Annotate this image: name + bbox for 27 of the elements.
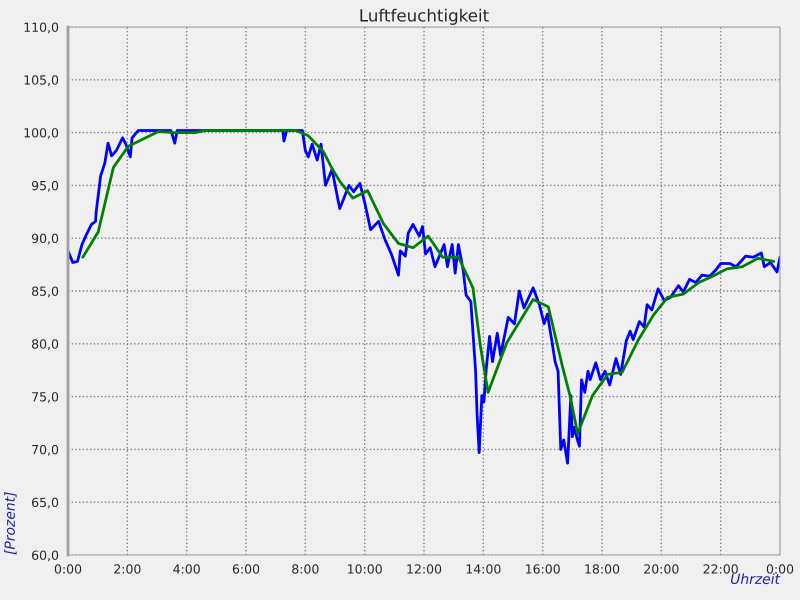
- x-tick-label: 0:00: [54, 564, 82, 574]
- x-tick-label: 10:00: [348, 564, 382, 574]
- x-tick-label: 18:00: [585, 564, 620, 574]
- x-tick-label: 4:00: [173, 564, 200, 574]
- x-tick-label: 6:00: [232, 564, 260, 574]
- x-tick-label: 2:00: [114, 564, 141, 574]
- y-tick-label: 95,0: [32, 180, 58, 192]
- y-tick-label: 75,0: [32, 392, 58, 403]
- y-tick-label: 100,0: [24, 128, 58, 139]
- x-tick-label: 16:00: [526, 564, 560, 574]
- y-axis-title: [Prozent]: [4, 492, 17, 554]
- y-tick-label: 105,0: [24, 75, 58, 86]
- x-tick-label: 12:00: [407, 564, 442, 574]
- y-tick-label: 60,0: [32, 550, 58, 562]
- y-tick-label: 85,0: [32, 286, 58, 298]
- chart-title: Luftfeuchtigkeit: [360, 8, 489, 25]
- x-axis-title: Uhrzeit: [730, 573, 780, 584]
- y-tick-label: 80,0: [32, 339, 58, 350]
- x-tick-label: 20:00: [644, 564, 679, 574]
- y-tick-label: 90,0: [32, 234, 58, 244]
- y-tick-label: 65,0: [32, 498, 58, 508]
- y-tick-label: 110,0: [24, 22, 58, 34]
- x-tick-label: 0:00: [766, 564, 794, 574]
- x-tick-label: 8:00: [292, 564, 319, 574]
- x-tick-label: 22:00: [704, 564, 738, 574]
- x-tick-label: 14:00: [466, 564, 501, 574]
- y-tick-label: 70,0: [32, 444, 58, 456]
